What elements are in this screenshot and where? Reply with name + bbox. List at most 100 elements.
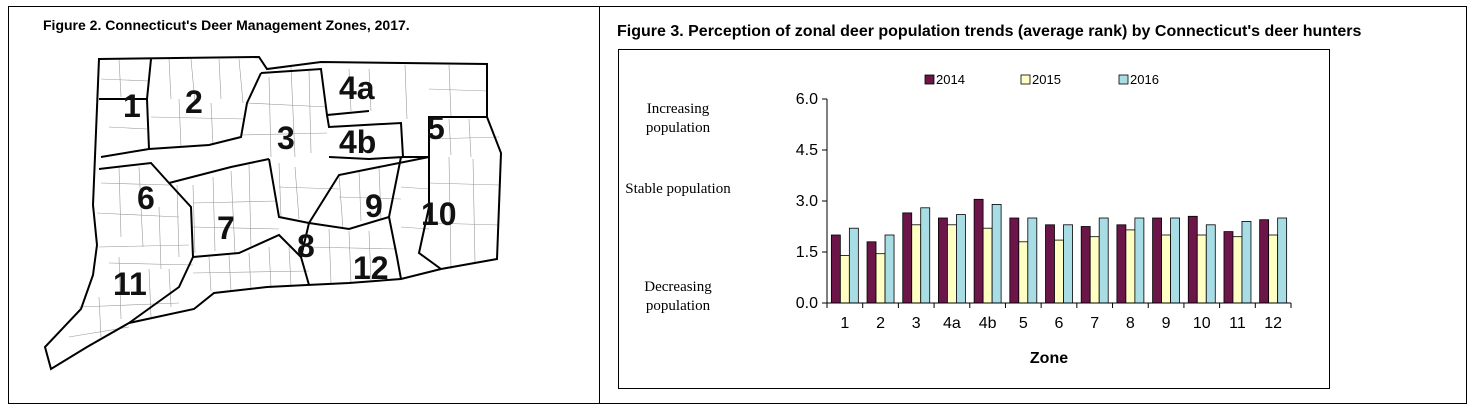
town-boundary-line [118,256,122,320]
bar-2015-6 [1054,239,1064,304]
bar-2015-9 [1161,234,1171,304]
bar-2016-4b [991,203,1002,304]
town-boundary-line [268,246,272,288]
zone-label-4a: 4a [339,70,375,106]
bar-2016-12 [1277,217,1288,304]
bar-chart: 2014 2015 2016 0.01.53.04.56.01 2 3 4a 4b 5 6 7 8 9… [796,72,1292,367]
bar-2015-7 [1089,236,1100,304]
bar-2014-6 [1045,224,1055,304]
x-tick-label: 10 [1193,315,1211,332]
town-boundary-line [428,222,500,226]
bar-2015-8 [1125,229,1136,304]
town-boundary-line [278,162,282,218]
bar-2016-4a [956,214,966,304]
town-boundary-line [148,268,152,318]
town-boundary-line [278,186,340,190]
zone-label-8: 8 [297,228,315,264]
town-boundary-line [268,76,272,158]
bar-2015-4a [947,224,957,304]
x-tick-label: 3 [912,315,921,332]
town-boundary-line [246,102,328,108]
town-boundary-line [238,58,244,104]
state-outline [43,55,503,371]
town-boundary-line [428,136,500,140]
town-boundary-line [338,196,402,200]
town-boundary-line [294,166,300,220]
bar-2014-2 [866,241,877,304]
bar-series [830,198,1288,304]
chart-axes: 0.01.53.04.56.01 2 3 4a 4b 5 6 7 8 9 10 11 12 [796,91,1292,332]
town-boundary-line [448,118,452,156]
bar-2014-9 [1152,217,1162,304]
bar-2014-3 [902,212,913,304]
town-boundary-line [192,270,310,274]
town-boundary-line [368,68,372,112]
bar-2014-12 [1259,219,1270,304]
town-boundary-line [78,302,180,308]
bar-2015-3 [911,224,922,304]
bar-2016-3 [920,207,931,304]
town-boundary-line [328,228,332,284]
x-tick-label: 5 [1019,315,1028,332]
bar-2014-10 [1187,215,1198,304]
legend-label-2015: 2015 [1032,72,1061,87]
bar-2015-1 [839,254,850,304]
bar-2015-12 [1268,234,1279,304]
town-boundary-line [218,58,222,100]
town-boundary-line [168,58,172,100]
bar-2014-5 [1009,217,1020,304]
bar-2014-4b [973,198,984,304]
y-tick-label: 4.5 [796,142,818,159]
town-boundary-line [228,254,232,292]
chart-title: Figure 3. Perception of zonal deer popul… [617,23,1362,40]
bar-2015-2 [875,253,886,304]
y-tick-label: 6.0 [796,91,818,108]
town-boundary-line [158,206,162,270]
bar-2014-11 [1223,231,1234,304]
chart-panel: Figure 3. Perception of zonal deer popul… [599,6,1467,404]
town-boundary-line [248,252,252,290]
map-panel: Figure 2. Connecticut's Deer Management … [8,6,600,404]
increasing-population-label: Increasing population [645,101,711,136]
bar-2016-7 [1098,217,1109,304]
x-tick-label: 8 [1126,315,1135,332]
x-tick-label: 6 [1055,315,1064,332]
zone-label-12: 12 [353,250,389,286]
x-axis-title: Zone [1030,350,1068,367]
town-boundary-line [348,68,352,112]
bar-2016-11 [1241,220,1252,304]
x-tick-label: 1 [840,315,849,332]
town-boundary-line [108,262,194,266]
x-tick-label: 4b [979,315,997,332]
town-boundary-line [290,66,296,158]
zone-label-5: 5 [427,110,445,146]
town-boundary-line [368,230,372,282]
town-boundary-line [192,200,278,204]
town-boundary-line [400,186,430,190]
town-boundary-line [98,296,102,338]
zone-label-10: 10 [421,196,457,232]
town-boundary-line [240,132,328,136]
bar-2016-8 [1134,217,1145,304]
bar-2015-10 [1196,234,1207,304]
bar-2016-9 [1170,217,1180,304]
zone-boundaries [98,58,487,324]
town-boundary-line [118,166,122,238]
y-tick-label: 0.0 [796,295,818,312]
bar-2015-5 [1018,241,1029,304]
town-boundary-line [472,158,476,264]
zone-label-2: 2 [185,84,203,120]
bar-2016-10 [1205,224,1216,304]
town-boundary-line [138,166,144,248]
zone-label-1: 1 [123,88,141,124]
town-boundary-line [192,226,280,230]
town-boundary-line [150,116,246,120]
x-tick-label: 7 [1090,315,1099,332]
legend-label-2014: 2014 [936,72,965,87]
decreasing-population-label: Decreasing population [644,279,712,314]
town-boundary-line [288,246,292,286]
town-boundary-line [208,256,212,292]
zone-label-6: 6 [137,180,155,216]
town-boundary-line [100,182,170,186]
town-boundary-line [308,70,312,154]
